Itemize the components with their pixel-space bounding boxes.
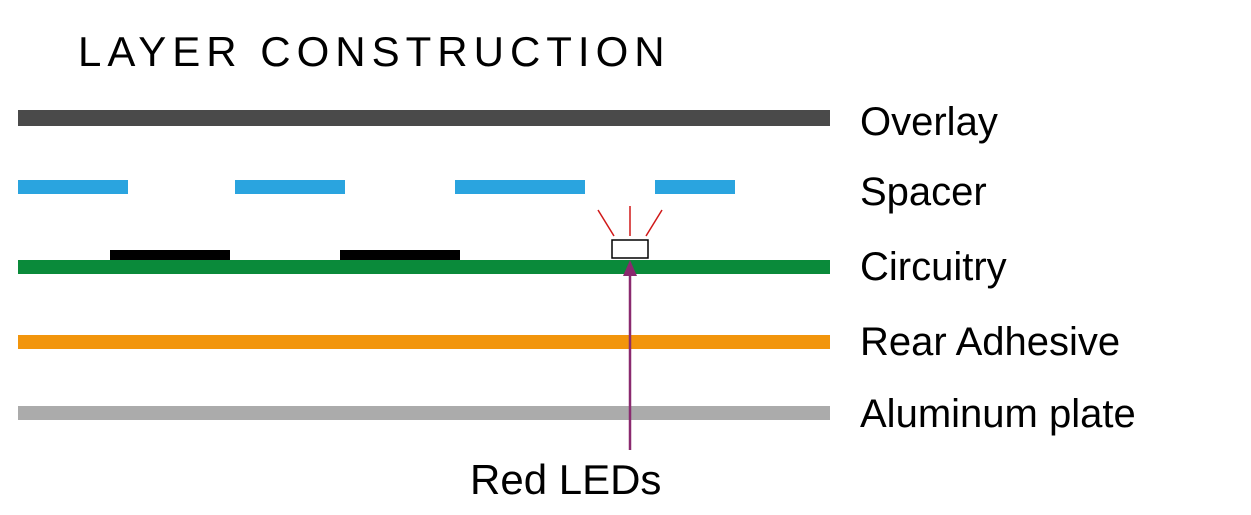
layer-bar-circuitry [18,260,830,274]
contact-pad-1 [340,250,460,260]
contact-pad-0 [110,250,230,260]
led-ray-2 [646,210,662,236]
layer-label-aluminum_plate: Aluminum plate [860,392,1136,437]
layer-bar-rear_adhesive [18,335,830,349]
layer-label-overlay: Overlay [860,100,998,145]
layer-bar-aluminum_plate [18,406,830,420]
layer-bar-spacer-3 [655,180,735,194]
layer-bar-spacer-1 [235,180,345,194]
diagram-title: LAYER CONSTRUCTION [78,28,671,76]
led-ray-0 [598,210,614,236]
layer-bar-overlay [18,110,830,126]
layer-label-spacer: Spacer [860,170,987,215]
layer-construction-diagram: LAYER CONSTRUCTION Overlay Spacer Circuitr… [0,0,1251,515]
layer-label-rear_adhesive: Rear Adhesive [860,320,1120,365]
layer-label-circuitry: Circuitry [860,245,1007,290]
layer-bar-spacer-2 [455,180,585,194]
led-icon [612,240,648,258]
led-caption: Red LEDs [470,456,661,504]
layer-bar-spacer-0 [18,180,128,194]
